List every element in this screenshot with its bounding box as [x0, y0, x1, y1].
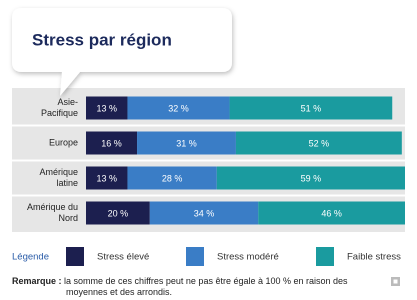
note: Remarque : la somme de ces chiffres peut… [12, 276, 372, 298]
legend-label: Stress élevé [97, 252, 149, 263]
value-label: 59 % [301, 173, 322, 183]
value-label: 13 % [96, 103, 117, 113]
title-callout [12, 8, 232, 96]
legend-swatch [186, 247, 204, 266]
value-label: 32 % [168, 103, 189, 113]
value-label: 51 % [301, 103, 322, 113]
category-label: Europe [48, 137, 78, 148]
note-label: Remarque : [12, 276, 62, 286]
bar-segment [86, 96, 128, 120]
chart-title: Stress par région [32, 30, 172, 49]
bar-segment [86, 131, 138, 155]
value-label: 28 % [162, 173, 183, 183]
bar-segment [86, 201, 150, 225]
category-label: Asie- Pacifique [40, 97, 78, 118]
bar-segment [235, 131, 402, 155]
bar-segment [258, 201, 405, 225]
legend-swatch [316, 247, 334, 266]
value-label: 34 % [194, 208, 215, 218]
bar-segment [149, 201, 259, 225]
value-label: 31 % [176, 138, 197, 148]
bar-segment [127, 96, 230, 120]
bar-segment [127, 166, 217, 190]
value-label: 20 % [108, 208, 129, 218]
legend-label: Faible stress [347, 252, 401, 263]
legend-swatch [66, 247, 84, 266]
legend-label: Stress modéré [217, 252, 279, 263]
value-label: 52 % [309, 138, 330, 148]
value-label: 13 % [96, 173, 117, 183]
note-text: la somme de ces chiffres peut ne pas êtr… [64, 276, 348, 297]
bar-segment [86, 166, 128, 190]
bar-segment [229, 96, 393, 120]
bar-segment [216, 166, 405, 190]
bar-segment [137, 131, 236, 155]
legend-title: Légende [12, 252, 49, 263]
category-label: Amérique du Nord [26, 202, 78, 223]
category-label: Amérique latine [39, 167, 78, 188]
value-label: 46 % [321, 208, 342, 218]
value-label: 16 % [101, 138, 122, 148]
